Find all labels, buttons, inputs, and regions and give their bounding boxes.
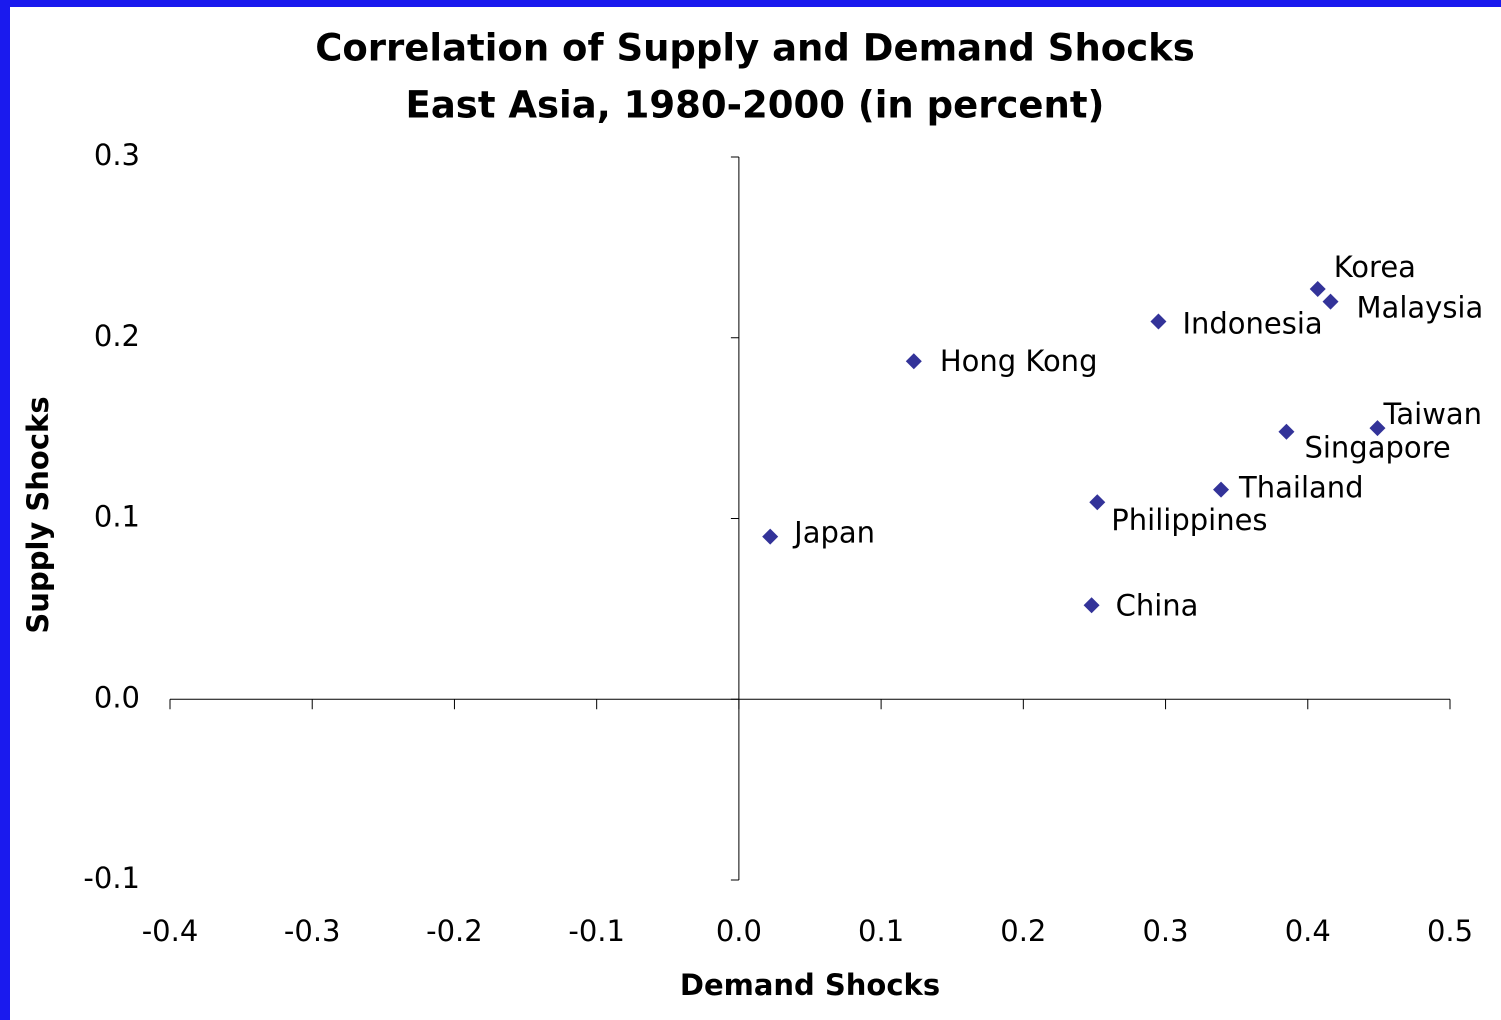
frame-top: [0, 0, 1501, 7]
point: [1322, 293, 1339, 310]
point-label: Singapore: [1304, 431, 1450, 465]
x-tick-label: -0.3: [284, 914, 341, 948]
x-tick-label: -0.1: [568, 914, 625, 948]
point-label: Indonesia: [1182, 306, 1322, 340]
x-tick-label: -0.2: [426, 914, 483, 948]
x-tick-label: 0.2: [1000, 914, 1046, 948]
point: [1213, 481, 1230, 498]
point: [1369, 420, 1386, 437]
point-label: Hong Kong: [940, 344, 1098, 378]
x-tick-label: -0.4: [142, 914, 199, 948]
y-tick-label: 0.2: [94, 319, 140, 353]
x-tick-label: 0.4: [1285, 914, 1331, 948]
point-label: Thailand: [1238, 471, 1364, 505]
x-axis-label: Demand Shocks: [680, 968, 940, 1002]
y-tick-label: 0.3: [94, 138, 140, 172]
y-tick-label: -0.1: [83, 861, 140, 895]
x-tick-label: 0.3: [1142, 914, 1188, 948]
point-label: Japan: [792, 516, 875, 550]
point-label: Taiwan: [1382, 397, 1482, 431]
y-tick-label: 0.0: [94, 680, 140, 714]
point-label: Malaysia: [1357, 291, 1484, 325]
x-tick-label: 0.1: [858, 914, 904, 948]
point-label: Philippines: [1111, 503, 1267, 537]
x-tick-label: 0.5: [1427, 914, 1473, 948]
frame-left: [0, 0, 10, 1020]
y-tick-label: 0.1: [94, 500, 140, 534]
x-tick-label: 0.0: [716, 914, 762, 948]
point: [1309, 280, 1326, 297]
chart-title: Correlation of Supply and Demand Shocks: [315, 27, 1195, 70]
chart-subtitle: East Asia, 1980-2000 (in percent): [406, 84, 1105, 127]
point: [1089, 494, 1106, 511]
point-label: Korea: [1334, 250, 1416, 284]
point-label: China: [1116, 588, 1199, 622]
y-axis-label: Supply Shocks: [21, 396, 55, 633]
point: [1150, 313, 1167, 330]
point: [905, 353, 922, 370]
point: [1278, 423, 1295, 440]
point: [762, 528, 779, 545]
point: [1083, 597, 1100, 614]
